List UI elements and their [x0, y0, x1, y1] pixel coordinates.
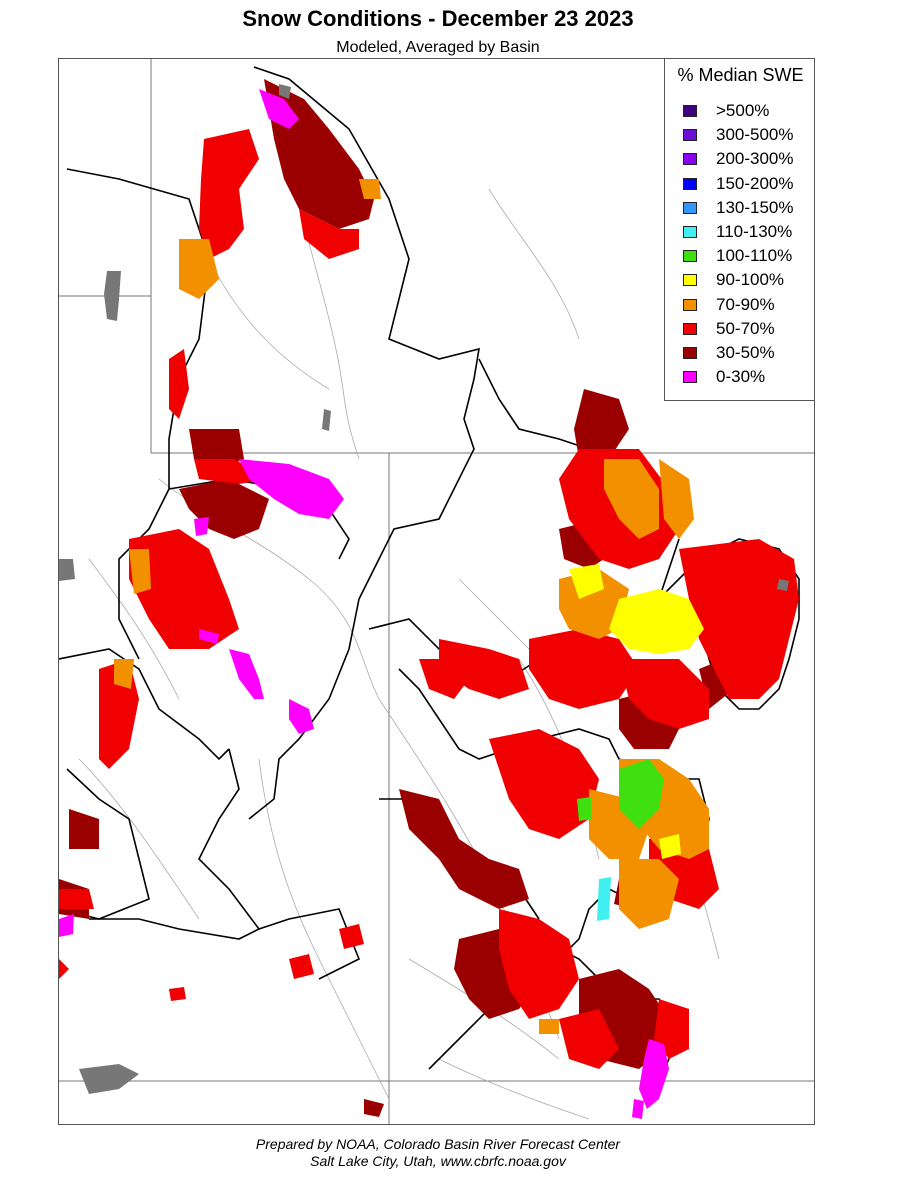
legend-label: 150-200%	[716, 173, 794, 193]
legend-item: >500%	[683, 99, 794, 123]
swe-110-130-areas	[597, 877, 611, 921]
legend-item: 110-130%	[683, 220, 794, 244]
legend-label: 90-100%	[716, 270, 785, 290]
legend-item: 30-50%	[683, 341, 794, 365]
legend-label: 300-500%	[716, 125, 794, 145]
legend-swatch	[683, 226, 697, 239]
legend-item: 200-300%	[683, 147, 794, 171]
legend-item: 130-150%	[683, 196, 794, 220]
lake-4	[279, 84, 291, 99]
lake-3	[322, 409, 331, 431]
legend-swatch	[683, 371, 697, 384]
footer-credits: Prepared by NOAA, Colorado Basin River F…	[0, 1136, 876, 1170]
swe-90-100-areas	[569, 564, 704, 859]
legend-title: % Median SWE	[677, 65, 804, 85]
lake-1	[104, 271, 121, 321]
lake-powell	[79, 1064, 139, 1094]
legend-swatch	[683, 129, 697, 142]
legend-label: 110-130%	[716, 222, 793, 242]
legend-label: 100-110%	[716, 246, 793, 266]
legend-items: >500% 300-500% 200-300% 150-200% 130-150% 110…	[683, 99, 794, 389]
legend-label: 50-70%	[716, 318, 775, 338]
legend-swatch	[683, 201, 697, 214]
legend-swatch	[683, 153, 697, 166]
lake-2	[59, 559, 75, 581]
lakes	[59, 84, 789, 1094]
legend-swatch	[683, 250, 697, 263]
swe-100-110-areas	[577, 759, 664, 829]
legend-item: 50-70%	[683, 317, 794, 341]
legend-item: 150-200%	[683, 172, 794, 196]
map-subtitle: Modeled, Averaged by Basin	[336, 39, 540, 56]
legend-swatch	[683, 274, 697, 287]
legend-swatch	[683, 346, 697, 359]
legend-label: 70-90%	[716, 294, 775, 314]
footer-line-2: Salt Lake City, Utah, www.cbrfc.noaa.gov	[310, 1153, 566, 1169]
legend-label: 30-50%	[716, 342, 775, 362]
legend-swatch	[683, 322, 697, 335]
swe-70-90-areas	[114, 179, 709, 1034]
lake-5	[777, 579, 789, 591]
state-boundaries	[59, 59, 814, 1124]
legend-item: 100-110%	[683, 244, 794, 268]
map-legend: % Median SWE >500% 300-500% 200-300% 150-20…	[664, 58, 815, 401]
legend-item: 300-500%	[683, 123, 794, 147]
legend-label: 130-150%	[716, 197, 794, 217]
swe-0-30-areas	[59, 89, 669, 1119]
legend-swatch	[683, 177, 697, 190]
legend-swatch	[683, 105, 697, 118]
legend-label: >500%	[716, 101, 770, 121]
map-canvas	[59, 59, 814, 1124]
footer-line-1: Prepared by NOAA, Colorado Basin River F…	[255, 1136, 621, 1152]
legend-item: 90-100%	[683, 268, 794, 292]
legend-item: 0-30%	[683, 365, 794, 389]
legend-label: 200-300%	[716, 149, 794, 169]
map-title: Snow Conditions - December 23 2023	[242, 6, 634, 31]
legend-label: 0-30%	[716, 367, 766, 387]
legend-item: 70-90%	[683, 293, 794, 317]
legend-swatch	[683, 298, 697, 311]
